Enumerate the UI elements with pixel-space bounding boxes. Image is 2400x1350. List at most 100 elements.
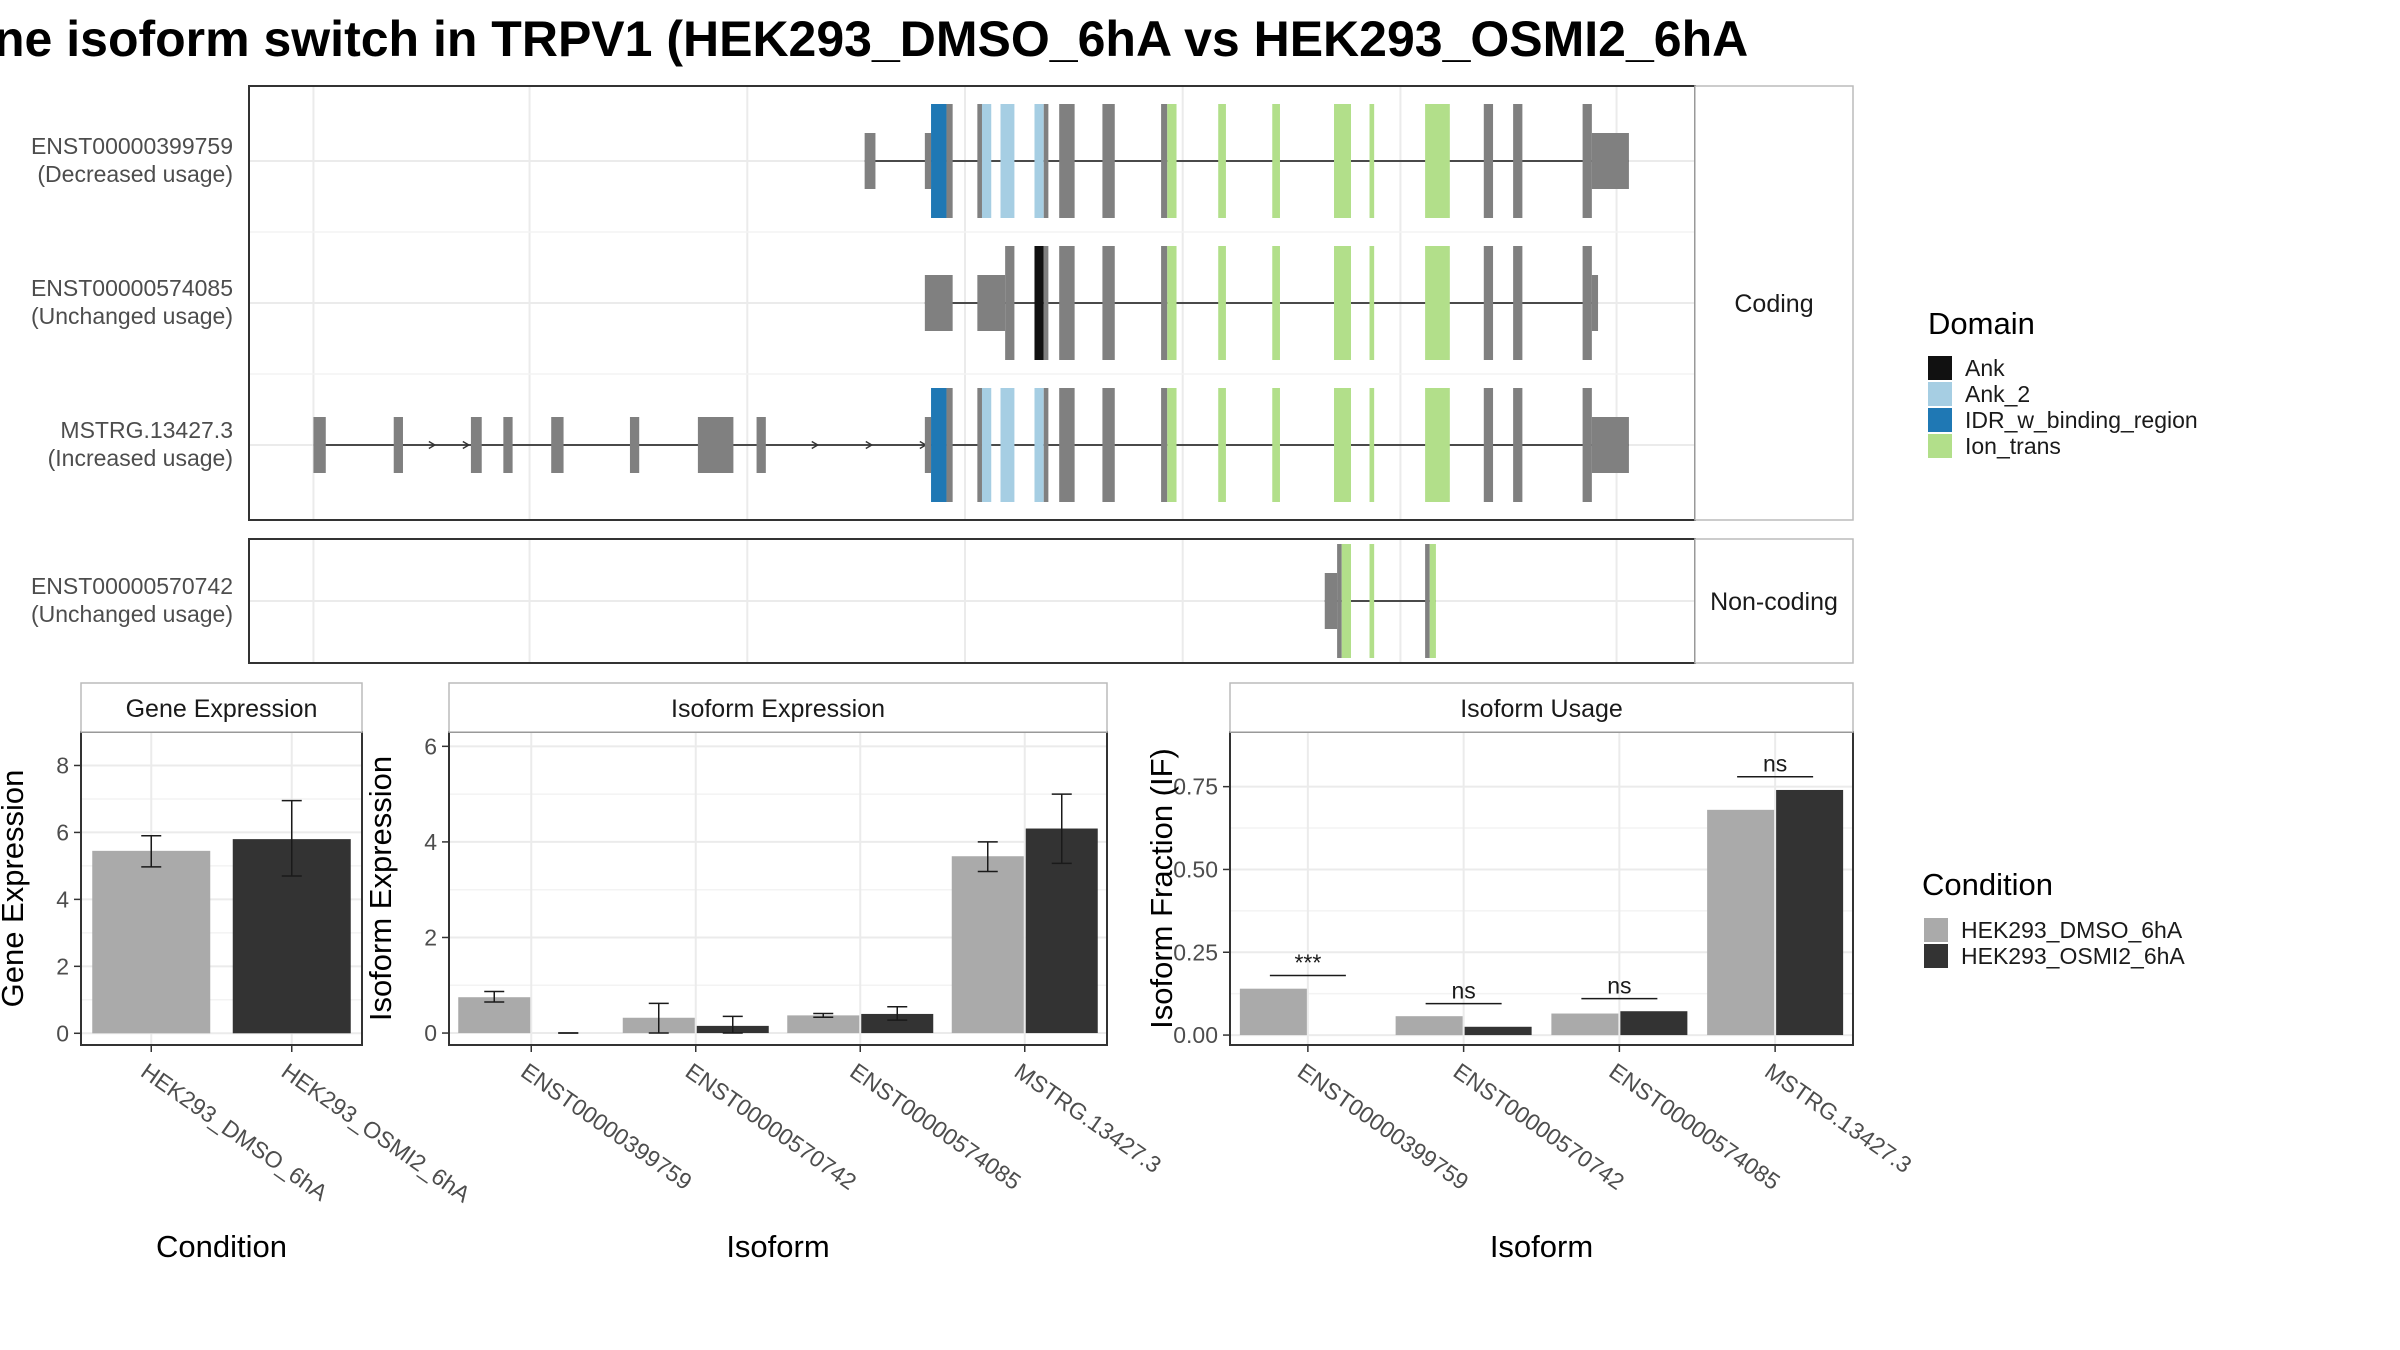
exon-ion_trans	[1167, 388, 1177, 502]
x-axis-title: Condition	[156, 1229, 287, 1264]
bar-panels: Gene Expression02468HEK293_DMSO_6hAHEK29…	[0, 682, 1917, 1264]
y-tick-label: 0.75	[1173, 774, 1218, 800]
x-axis-title: Isoform	[726, 1229, 829, 1264]
transcript-usage-label: (Unchanged usage)	[31, 303, 233, 329]
bar	[1620, 1011, 1688, 1036]
transcript-0-0: ENST00000399759(Decreased usage)	[31, 104, 1629, 218]
exon-ion_trans	[1369, 246, 1375, 360]
condition-legend-label: HEK293_DMSO_6hA	[1961, 917, 2183, 943]
exon-idr_w_binding_region	[931, 104, 947, 218]
facet-strip	[1694, 538, 1854, 664]
exon-exon	[1005, 246, 1015, 360]
x-tick-label: ENST00000399759	[516, 1058, 696, 1195]
exon-exon	[977, 275, 1006, 331]
transcript-usage-label: (Increased usage)	[48, 445, 233, 471]
exon-exon	[1337, 544, 1342, 658]
intron-direction-arrow	[428, 440, 437, 450]
x-axis-title: Isoform	[1490, 1229, 1593, 1264]
domain-legend-key	[1928, 356, 1952, 380]
exon-ank_2	[981, 104, 992, 218]
transcript-id-label: ENST00000574085	[31, 275, 233, 301]
x-tick-label: MSTRG.13427.3	[1760, 1058, 1916, 1178]
bar-chart-1: Gene Expression02468HEK293_DMSO_6hAHEK29…	[0, 682, 476, 1264]
exon-exon	[1513, 388, 1523, 502]
exon-exon	[946, 388, 953, 502]
bar-strip-title: Gene Expression	[126, 695, 318, 723]
y-tick-label: 6	[424, 733, 437, 759]
y-axis-title: Gene Expression	[0, 770, 30, 1008]
y-tick-label: 0.00	[1173, 1022, 1218, 1048]
condition-legend-label: HEK293_OSMI2_6hA	[1961, 943, 2185, 969]
condition-legend-title: Condition	[1922, 867, 2053, 902]
x-tick-label: ENST00000574085	[1605, 1058, 1785, 1195]
exon-exon	[503, 417, 513, 473]
gene-structure-panel: ENST00000399759(Decreased usage)ENST0000…	[31, 85, 1854, 664]
bar	[1464, 1026, 1532, 1036]
y-tick-label: 2	[424, 924, 437, 950]
exon-ank	[1034, 246, 1044, 360]
domain-legend-label: Ion_trans	[1965, 433, 2061, 459]
exon-exon	[551, 417, 564, 473]
exon-ion_trans	[1429, 544, 1436, 658]
bar-strip	[80, 682, 363, 733]
bar-strip	[1229, 682, 1854, 733]
bar-chart-2: Isoform Expression0246ENST00000399759ENS…	[363, 682, 1166, 1264]
y-tick-label: 2	[56, 953, 69, 979]
exon-exon	[1513, 246, 1523, 360]
exon-exon	[924, 417, 932, 473]
bar	[951, 856, 1024, 1034]
exon-exon	[924, 133, 932, 189]
transcript-id-label: ENST00000399759	[31, 133, 233, 159]
exon-exon	[1425, 544, 1430, 658]
transcript-id-label: ENST00000570742	[31, 573, 233, 599]
exon-ion_trans	[1369, 388, 1375, 502]
bar-strip-title: Isoform Expression	[671, 695, 885, 723]
exon-exon	[1059, 246, 1075, 360]
exon-exon	[1043, 104, 1049, 218]
exon-exon	[1483, 104, 1494, 218]
bar	[1776, 789, 1844, 1036]
exon-exon	[1043, 246, 1049, 360]
exon-ion_trans	[1218, 246, 1226, 360]
exon-ion_trans	[1425, 246, 1450, 360]
bar	[1395, 1016, 1463, 1036]
x-tick-label: MSTRG.13427.3	[1010, 1058, 1166, 1178]
exon-ank_2	[1034, 388, 1044, 502]
exon-exon	[1582, 388, 1592, 502]
domain-legend-key	[1928, 408, 1952, 432]
intron-direction-arrow	[865, 440, 874, 450]
bar	[458, 997, 531, 1034]
exon-exon	[1161, 104, 1168, 218]
y-tick-label: 0.50	[1173, 856, 1218, 882]
bar	[1707, 809, 1775, 1036]
domain-legend-label: IDR_w_binding_region	[1965, 407, 2198, 433]
exon-ank_2	[1000, 104, 1015, 218]
exon-exon	[756, 417, 766, 473]
exon-ion_trans	[1425, 104, 1450, 218]
transcript-usage-label: (Decreased usage)	[37, 161, 233, 187]
exon-exon	[977, 104, 982, 218]
bar	[1239, 988, 1307, 1036]
exon-ion_trans	[1272, 246, 1280, 360]
exon-ion_trans	[1334, 388, 1351, 502]
bar	[861, 1013, 934, 1034]
exon-exon	[924, 275, 953, 331]
exon-exon	[1483, 246, 1494, 360]
y-tick-label: 8	[56, 752, 69, 778]
transcript-usage-label: (Unchanged usage)	[31, 601, 233, 627]
exon-exon	[1102, 104, 1115, 218]
x-tick-label: ENST00000570742	[1449, 1058, 1629, 1195]
exon-exon	[313, 417, 326, 473]
exon-exon	[1059, 104, 1075, 218]
transcript-1-0: ENST00000570742(Unchanged usage)	[31, 544, 1436, 658]
exon-exon	[470, 417, 482, 473]
exon-idr_w_binding_region	[931, 388, 947, 502]
y-tick-label: 0	[56, 1020, 69, 1046]
exon-exon	[1161, 388, 1168, 502]
exon-ion_trans	[1369, 544, 1375, 658]
exon-exon	[1102, 246, 1115, 360]
facet-strip-label: Coding	[1734, 290, 1813, 318]
transcript-0-1: ENST00000574085(Unchanged usage)	[31, 246, 1599, 360]
transcript-id-label: MSTRG.13427.3	[60, 417, 233, 443]
